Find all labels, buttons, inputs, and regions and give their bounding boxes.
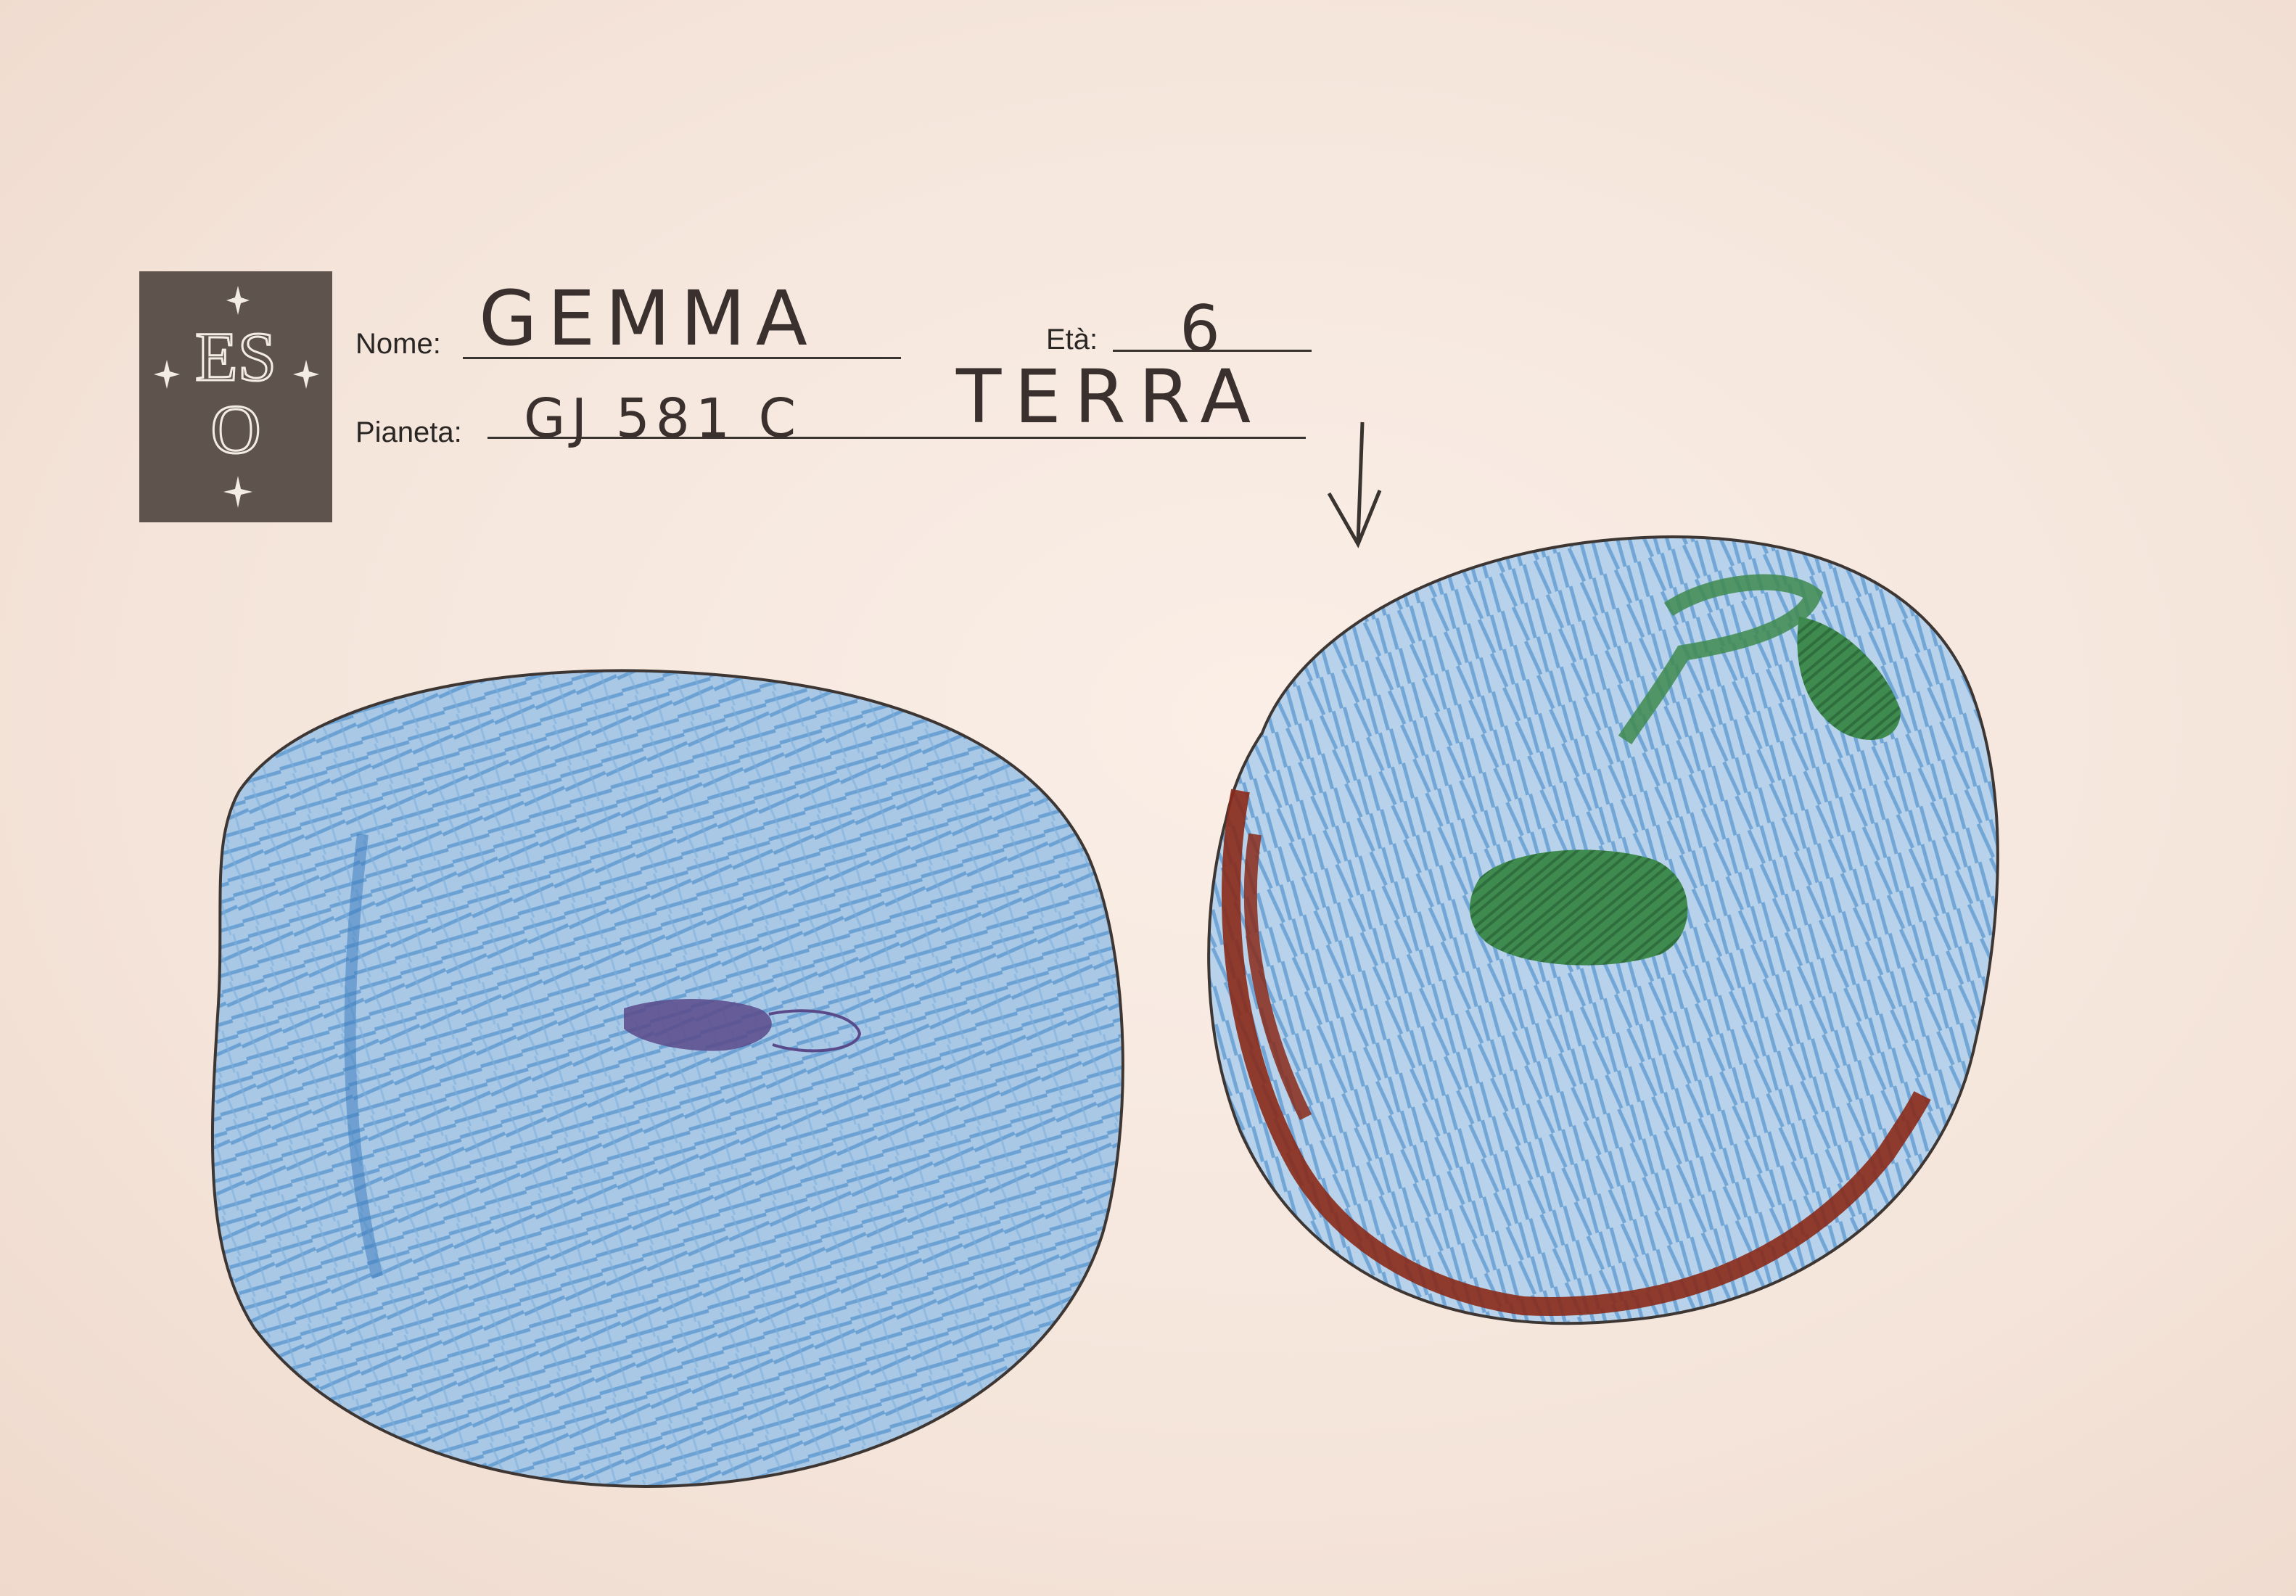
planet-right: [1207, 535, 1999, 1325]
star-icons: [154, 286, 319, 508]
planet-underline: [487, 437, 1306, 439]
planet-extra-value: TERRA: [956, 354, 1264, 440]
down-arrow-icon: [1327, 421, 1382, 548]
age-value: 6: [1180, 292, 1230, 366]
name-underline: [463, 357, 901, 359]
age-underline: [1113, 350, 1312, 352]
eso-logo-letter-o: O: [210, 390, 260, 468]
planet-left: [210, 669, 1124, 1488]
eso-logo-letters: ES: [195, 318, 276, 395]
name-value: GEMMA: [479, 274, 818, 363]
planet-value: GJ 581 C: [524, 387, 802, 450]
planet-label: Pianeta:: [355, 416, 462, 448]
name-label: Nome:: [355, 328, 441, 360]
eso-logo-image: ES O: [154, 286, 319, 508]
eso-logo: ES O: [139, 271, 332, 522]
age-label: Età:: [1046, 324, 1098, 355]
